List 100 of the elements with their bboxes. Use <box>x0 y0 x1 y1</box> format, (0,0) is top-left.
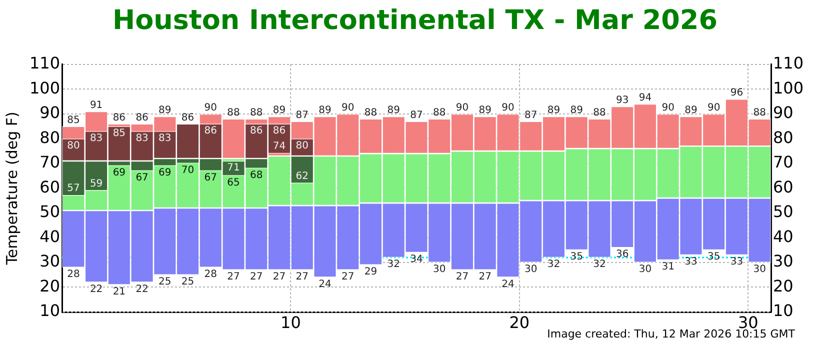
annotation: 24 <box>318 278 332 290</box>
x-tick-label: 20 <box>509 312 530 332</box>
annotation: 57 <box>67 183 80 194</box>
annotation: 89 <box>684 104 698 116</box>
annotation: 90 <box>342 102 354 114</box>
annotation: 27 <box>250 272 263 282</box>
annotation: 35 <box>570 252 583 263</box>
annotation: 69 <box>158 168 172 179</box>
annotation: 91 <box>90 100 103 112</box>
annotation: 69 <box>112 168 126 179</box>
y2-tick-label: 100 <box>773 78 804 98</box>
annotation: 62 <box>296 170 309 182</box>
y-tick-label: 30 <box>40 252 60 271</box>
annotation: 36 <box>616 249 629 260</box>
annotation: 27 <box>272 272 286 282</box>
annotation: 70 <box>181 165 194 176</box>
annotation: 89 <box>570 104 583 116</box>
annotation: 90 <box>204 102 218 114</box>
y-tick-label: 50 <box>40 202 60 222</box>
annotation: 89 <box>272 104 286 116</box>
annotation: 30 <box>433 264 446 276</box>
annotation: 29 <box>364 266 378 278</box>
annotation: 28 <box>67 269 80 280</box>
annotation: 27 <box>227 272 240 282</box>
annotation: 33 <box>684 256 698 268</box>
annotation: 65 <box>227 177 240 188</box>
y-axis-title: Temperature (deg F) <box>2 112 21 266</box>
annotation: 22 <box>90 284 103 295</box>
annotation: 25 <box>181 276 194 288</box>
y2-tick-label: 20 <box>773 276 794 296</box>
annotation: 71 <box>227 162 240 174</box>
annotation: 86 <box>112 112 126 124</box>
y2-tick-label: 110 <box>773 54 804 73</box>
annotation: 86 <box>250 125 263 136</box>
annotation: 67 <box>204 172 218 184</box>
annotation: 83 <box>90 132 103 144</box>
annotation: 88 <box>593 107 606 118</box>
annotation: 83 <box>136 132 148 144</box>
annotation: 34 <box>410 254 423 266</box>
annotation: 27 <box>296 272 309 282</box>
annotation: 89 <box>387 104 400 116</box>
annotation: 89 <box>547 104 560 116</box>
annotation: 85 <box>67 114 80 126</box>
annotation: 85 <box>112 128 126 139</box>
y2-tick-label: 40 <box>773 226 794 246</box>
y2-tick-label: 30 <box>773 252 794 271</box>
annotation: 74 <box>272 141 286 152</box>
annotation: 80 <box>296 140 309 152</box>
annotation: 87 <box>410 110 423 121</box>
annotation: 89 <box>318 104 332 116</box>
annotation: 32 <box>593 259 606 270</box>
annotation: 93 <box>616 95 629 106</box>
annotation: 90 <box>502 102 514 114</box>
annotation: 96 <box>730 88 744 99</box>
annotation: 94 <box>638 92 652 104</box>
annotation: 88 <box>364 107 378 118</box>
annotation: 86 <box>204 125 218 136</box>
annotation: 89 <box>158 104 172 116</box>
annotation: 86 <box>181 112 194 124</box>
annotation: 59 <box>90 178 103 190</box>
annotation: 25 <box>158 276 172 288</box>
y-tick-label: 100 <box>29 78 60 98</box>
annotation: 32 <box>547 259 560 270</box>
y2-tick-label: 60 <box>773 177 794 196</box>
y-tick-label: 70 <box>40 152 60 172</box>
annotation: 30 <box>524 264 538 276</box>
annotation: 24 <box>502 278 514 290</box>
annotation: 67 <box>136 172 148 184</box>
annotation: 90 <box>707 102 720 114</box>
y-tick-label: 80 <box>40 128 60 147</box>
y-tick-label: 20 <box>40 276 60 296</box>
annotation: 35 <box>707 252 720 263</box>
annotation: 31 <box>662 262 674 273</box>
annotation: 88 <box>227 107 240 118</box>
y2-tick-label: 80 <box>773 128 794 147</box>
y-tick-label: 90 <box>40 103 60 122</box>
annotation: 30 <box>638 264 652 276</box>
x-tick-label: 10 <box>280 312 301 332</box>
chart-title: Houston Intercontinental TX - Mar 2026 <box>112 5 718 36</box>
annotation: 83 <box>158 132 172 144</box>
annotation: 88 <box>433 107 446 118</box>
y-tick-label: 60 <box>40 177 60 196</box>
annotation: 68 <box>250 170 263 181</box>
annotation: 27 <box>478 272 492 282</box>
annotation: 90 <box>456 102 469 114</box>
annotation: 87 <box>524 110 538 121</box>
annotation: 21 <box>112 286 126 298</box>
annotation: 27 <box>342 272 354 282</box>
annotation: 27 <box>456 272 469 282</box>
y-tick-label: 110 <box>29 54 60 73</box>
annotation: 86 <box>272 125 286 136</box>
annotation: 87 <box>296 110 309 121</box>
annotation: 89 <box>478 104 492 116</box>
annotation: 88 <box>753 107 766 118</box>
y-tick-label: 40 <box>40 226 60 246</box>
annotation: 32 <box>387 259 400 270</box>
y2-tick-label: 50 <box>773 202 794 222</box>
annotation: 80 <box>67 140 80 152</box>
annotation: 28 <box>204 269 218 280</box>
annotation: 22 <box>136 284 148 295</box>
